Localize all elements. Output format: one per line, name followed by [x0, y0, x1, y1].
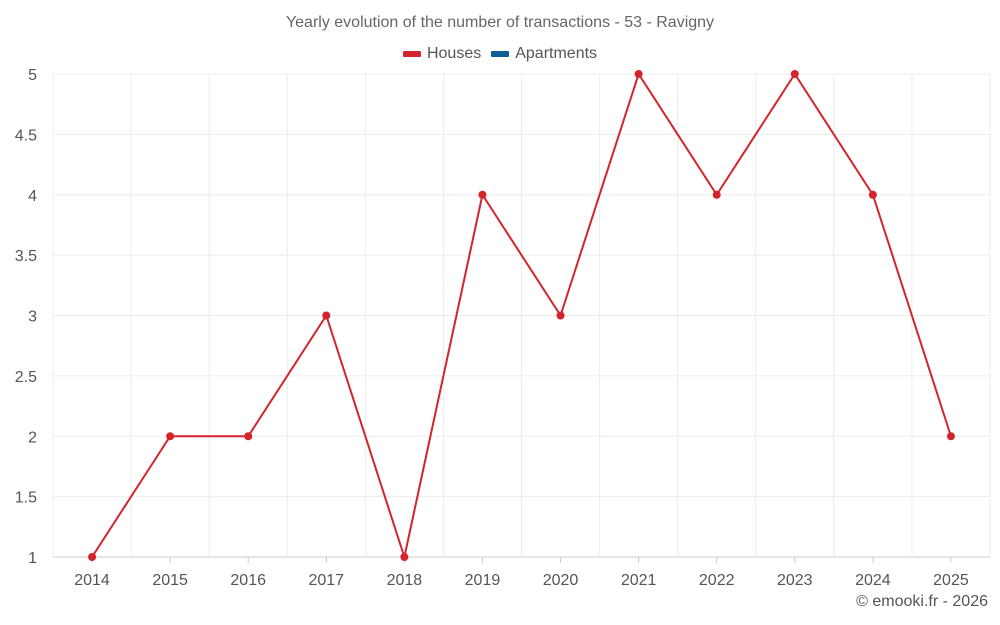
legend-label-apartments: Apartments: [515, 45, 598, 62]
legend-item-apartments[interactable]: Apartments: [491, 45, 597, 63]
legend-swatch-houses: [402, 51, 421, 57]
data-point-houses: [790, 70, 799, 78]
y-tick-label: 2.5: [15, 369, 37, 386]
series-line-houses: [91, 73, 952, 558]
legend-item-houses[interactable]: Houses: [402, 45, 482, 63]
legend-label-houses: Houses: [426, 45, 482, 62]
x-tick-label: 2022: [699, 572, 735, 589]
x-tick-label: 2016: [230, 572, 266, 589]
data-point-houses: [244, 432, 253, 441]
x-tick-label: 2017: [308, 572, 344, 589]
data-point-houses: [634, 70, 643, 78]
legend: Houses Apartments: [0, 45, 1000, 63]
data-point-houses: [478, 190, 487, 199]
x-tick-label: 2014: [74, 572, 110, 589]
y-tick-label: 3.5: [15, 248, 37, 265]
data-point-houses: [166, 432, 175, 441]
y-tick-label: 4: [28, 188, 37, 205]
data-point-houses: [712, 190, 721, 199]
data-point-houses: [868, 190, 877, 199]
x-tick-label: 2015: [152, 572, 188, 589]
x-tick-label: 2025: [933, 572, 969, 589]
legend-swatch-apartments: [491, 51, 510, 57]
y-tick-label: 2: [28, 429, 37, 446]
y-tick-label: 3: [28, 309, 37, 326]
y-tick-label: 1: [28, 550, 37, 567]
x-tick-label: 2024: [855, 572, 891, 589]
x-tick-label: 2021: [621, 572, 657, 589]
chart-title: Yearly evolution of the number of transa…: [285, 14, 715, 31]
x-tick-label: 2018: [387, 572, 423, 589]
data-point-houses: [88, 553, 97, 561]
x-tick-label: 2020: [543, 572, 579, 589]
credit-text: © emooki.fr - 2026: [856, 593, 988, 610]
data-point-houses: [946, 432, 955, 441]
y-tick-label: 4.5: [15, 127, 37, 144]
data-point-houses: [556, 311, 565, 320]
y-tick-label: 5: [28, 67, 37, 84]
x-tick-label: 2023: [777, 572, 813, 589]
data-point-houses: [400, 553, 409, 561]
data-point-houses: [322, 311, 331, 320]
y-tick-label: 1.5: [15, 490, 37, 507]
x-tick-label: 2019: [465, 572, 501, 589]
